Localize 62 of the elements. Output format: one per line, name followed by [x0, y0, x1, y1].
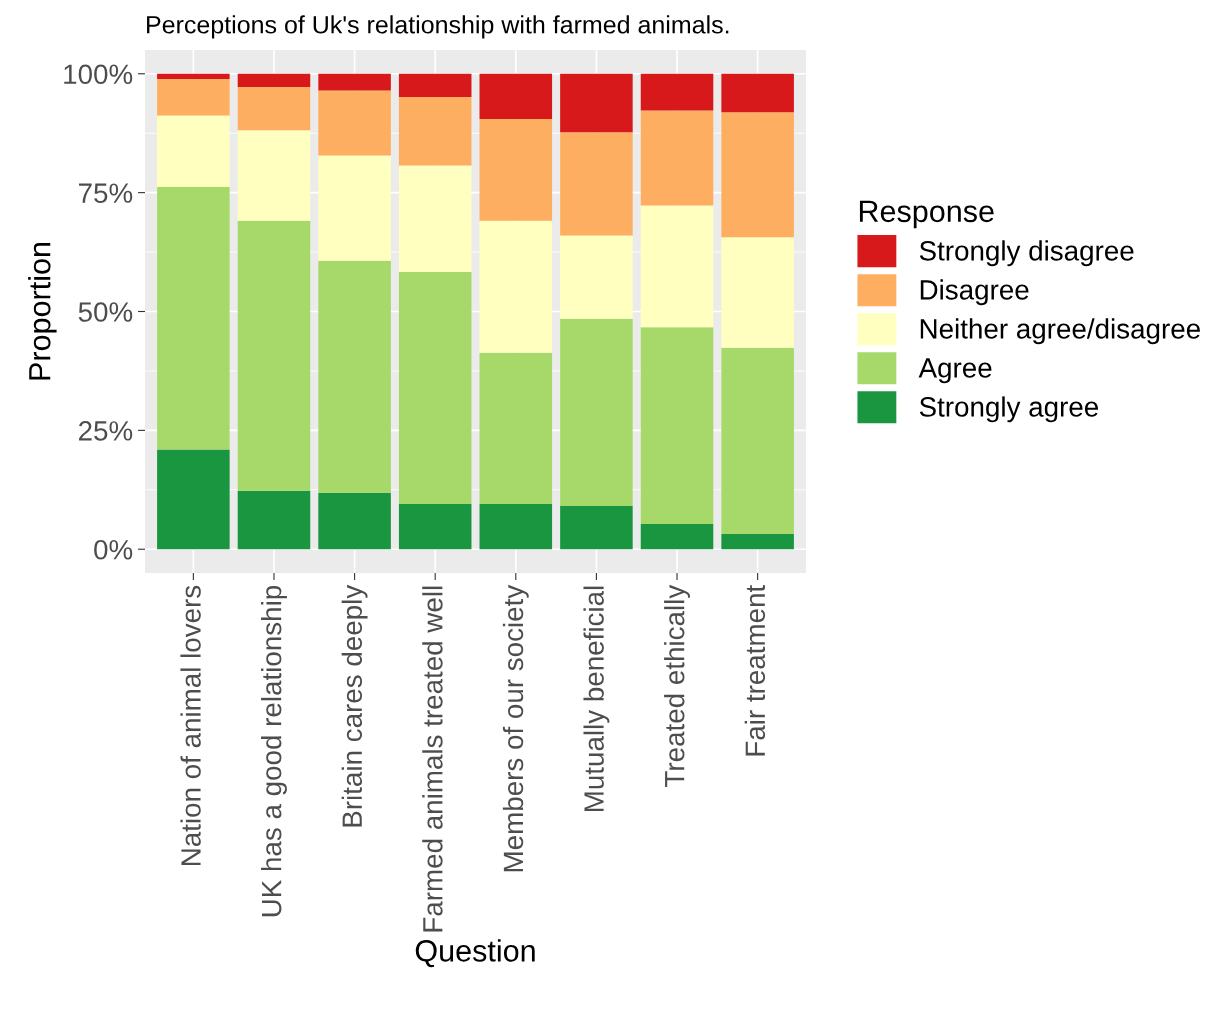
bar: [560, 73, 633, 133]
bar: [640, 524, 714, 550]
y-tick-label: 25%: [79, 421, 133, 441]
bar: [721, 534, 794, 550]
bar: [318, 73, 391, 91]
bar: [721, 73, 794, 113]
bar: [479, 352, 553, 505]
x-tick-label: UK has a good relationship: [261, 585, 287, 917]
bar: [237, 130, 311, 221]
bar: [398, 73, 472, 98]
x-tick-label: Treated ethically: [664, 584, 690, 787]
legend-title: Response: [859, 200, 994, 229]
bar: [237, 73, 311, 88]
bar: [318, 260, 391, 493]
bar: [398, 97, 472, 166]
x-axis-title: Question: [415, 939, 535, 968]
x-tick-label: Britain cares deeply: [341, 584, 368, 827]
bar: [479, 118, 553, 221]
y-axis-title: Proportion: [28, 242, 57, 380]
bar: [721, 347, 794, 535]
y-tick-label: 75%: [79, 183, 133, 203]
bar: [640, 73, 714, 111]
bar: [560, 505, 633, 550]
bar: [721, 112, 794, 238]
bar: [479, 220, 553, 353]
x-tick-label: Fair treatment: [744, 585, 766, 756]
bar: [479, 73, 553, 119]
bar: [398, 165, 472, 273]
bar: [640, 327, 714, 525]
bar: [398, 504, 472, 550]
bar: [479, 504, 553, 550]
x-tick-label: Members of our society: [502, 584, 529, 872]
legend-label: Neither agree/disagree: [920, 318, 1200, 345]
y-tick-label: 100%: [64, 64, 133, 85]
y-tick-label: 0%: [94, 539, 133, 560]
bar: [318, 155, 391, 261]
bar: [157, 186, 230, 450]
bar: [721, 237, 794, 348]
bar: [157, 115, 230, 187]
legend-label: Agree: [918, 358, 992, 384]
bar: [640, 110, 714, 206]
legend-label: Strongly disagree: [919, 240, 1134, 267]
bar: [237, 490, 311, 550]
bar: [318, 90, 391, 156]
bar: [560, 235, 633, 319]
x-tick-label: Nation of animal lovers: [180, 585, 201, 866]
bar: [560, 132, 633, 236]
legend-label: Disagree: [920, 279, 1029, 306]
bar: [237, 87, 311, 131]
bar: [318, 492, 391, 550]
chart-title: Perceptions of Uk's relationship with farmed animals.: [147, 15, 729, 39]
bar: [560, 318, 633, 506]
x-tick-label: Mutually beneficial: [583, 586, 610, 812]
x-tick-label: Farmed animals treated well: [422, 586, 443, 932]
bar: [157, 73, 230, 79]
bar: [157, 79, 230, 116]
y-tick-label: 50%: [78, 302, 133, 322]
bar: [640, 205, 714, 328]
bar: [237, 220, 311, 491]
bar: [157, 449, 230, 550]
legend-label: Strongly agree: [919, 396, 1098, 423]
bar: [398, 272, 472, 505]
